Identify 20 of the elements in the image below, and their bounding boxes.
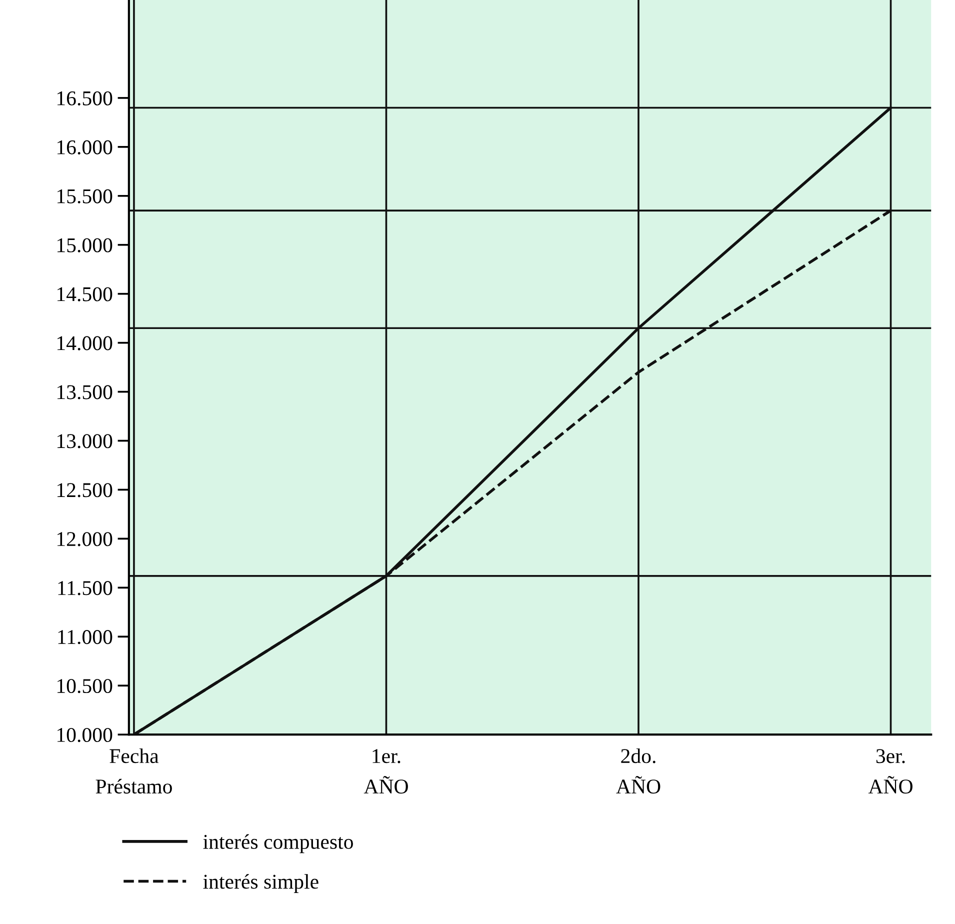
y-tick-label: 15.500 bbox=[57, 189, 112, 204]
legend-label: interés compuesto bbox=[203, 834, 353, 854]
x-tick-label: 2do. AÑO bbox=[616, 748, 660, 794]
y-tick-label: 11.500 bbox=[58, 581, 112, 596]
y-tick-label: 15.000 bbox=[57, 238, 112, 252]
y-tick-label: 10.000 bbox=[57, 728, 112, 742]
y-tick-label: 14.000 bbox=[57, 336, 112, 350]
y-tick-label: 11.000 bbox=[58, 630, 112, 644]
x-tick-label: Fecha Préstamo bbox=[96, 748, 172, 794]
legend-label: interés simple bbox=[203, 874, 318, 894]
y-tick-label: 13.000 bbox=[57, 434, 112, 448]
y-tick-label: 14.500 bbox=[57, 287, 112, 302]
y-tick-label: 13.500 bbox=[57, 385, 112, 400]
y-tick-label: 12.500 bbox=[57, 483, 112, 498]
x-tick-label: 1er. AÑO bbox=[364, 749, 408, 794]
y-tick-label: 16.500 bbox=[57, 91, 112, 106]
y-tick-label: 10.500 bbox=[57, 678, 112, 694]
x-tick-label: 3er. AÑO bbox=[868, 749, 912, 794]
y-tick-label: 12.000 bbox=[57, 532, 112, 546]
y-tick-label: 16.000 bbox=[57, 140, 112, 154]
